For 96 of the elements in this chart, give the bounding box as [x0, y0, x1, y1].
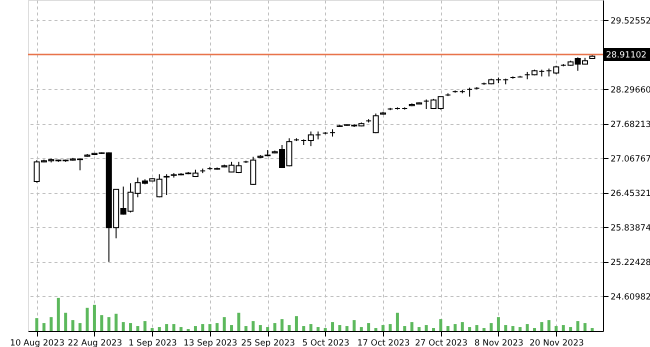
- bar: [432, 328, 436, 331]
- bar: [244, 326, 248, 331]
- bar: [150, 328, 154, 331]
- ref-line-label: 28.91102: [606, 50, 647, 60]
- bar: [396, 312, 399, 331]
- x-tick-label: 8 Nov 2023: [474, 338, 524, 347]
- bar: [107, 317, 110, 331]
- bar: [42, 323, 46, 331]
- bar: [165, 324, 168, 331]
- bar: [252, 321, 255, 331]
- bar: [143, 321, 146, 331]
- candlestick: [372, 113, 379, 134]
- bar: [482, 328, 486, 331]
- x-tick-label: 13 Sep 2023: [183, 338, 238, 347]
- y-tick-label: 29.52552: [610, 16, 650, 26]
- bar: [86, 308, 89, 331]
- bar: [540, 322, 544, 331]
- bar: [490, 323, 493, 331]
- bar: [460, 322, 464, 331]
- bar: [288, 325, 291, 331]
- bar: [71, 320, 74, 331]
- bar: [338, 325, 342, 331]
- bar: [302, 326, 306, 331]
- bar: [92, 304, 96, 331]
- y-tick-label: 27.68213: [610, 120, 650, 130]
- bar: [172, 324, 176, 331]
- bar: [266, 327, 270, 331]
- bar: [533, 328, 536, 331]
- bar: [273, 323, 276, 331]
- bar: [518, 327, 522, 331]
- bar: [345, 326, 348, 331]
- bar: [100, 315, 104, 331]
- bar: [446, 326, 450, 331]
- y-tick-label: 24.60982: [610, 292, 650, 303]
- bar: [194, 326, 197, 331]
- x-tick-label: 22 Aug 2023: [68, 338, 122, 347]
- bar: [316, 327, 320, 331]
- bar: [468, 327, 472, 331]
- bar: [367, 323, 370, 331]
- bar: [511, 326, 514, 331]
- bar: [230, 325, 234, 331]
- bar: [410, 322, 414, 331]
- bar: [496, 317, 500, 331]
- bar: [439, 319, 442, 331]
- bar: [201, 324, 204, 331]
- bar: [576, 321, 580, 331]
- bar: [374, 328, 378, 331]
- bar: [50, 317, 53, 331]
- bar: [78, 323, 82, 331]
- x-tick-label: 1 Sep 2023: [128, 338, 177, 347]
- bar: [258, 325, 262, 331]
- bar: [562, 325, 565, 331]
- bar: [331, 322, 334, 331]
- candlestick: [164, 174, 170, 196]
- bar: [309, 324, 312, 331]
- bar: [504, 325, 508, 331]
- bar: [454, 324, 457, 331]
- bar: [35, 318, 38, 331]
- bar: [554, 326, 558, 331]
- x-tick-label: 5 Oct 2023: [302, 338, 350, 347]
- bar: [208, 324, 212, 331]
- bar: [388, 324, 392, 331]
- bar: [136, 326, 140, 331]
- bar: [569, 327, 572, 331]
- bar: [180, 327, 183, 331]
- bar: [216, 323, 219, 331]
- candlestick: [502, 78, 509, 85]
- bar: [122, 322, 125, 331]
- bar: [360, 327, 363, 331]
- bar: [114, 314, 118, 331]
- bar: [56, 298, 60, 331]
- bar: [547, 320, 550, 331]
- bar: [424, 325, 428, 331]
- y-tick-label: 27.06767: [610, 154, 650, 165]
- bar: [382, 325, 385, 331]
- x-tick-label: 20 Nov 2023: [529, 338, 584, 347]
- x-tick-label: 10 Aug 2023: [10, 338, 64, 347]
- bar: [418, 327, 421, 331]
- bar: [526, 324, 529, 331]
- bar: [352, 320, 356, 331]
- bar: [129, 323, 132, 331]
- bar: [280, 319, 284, 331]
- y-tick-label: 26.45321: [610, 189, 650, 200]
- x-tick-label: 27 Oct 2023: [414, 338, 468, 347]
- x-tick-label: 17 Oct 2023: [357, 338, 410, 347]
- bar: [294, 316, 298, 331]
- bar: [584, 323, 587, 331]
- x-tick-label: 25 Sep 2023: [241, 338, 296, 347]
- bar: [222, 317, 226, 331]
- bar: [403, 326, 406, 331]
- bar: [475, 325, 478, 331]
- bar: [64, 312, 68, 331]
- bar: [237, 312, 240, 331]
- bar: [324, 328, 327, 331]
- bar: [158, 327, 161, 331]
- bar: [590, 328, 594, 331]
